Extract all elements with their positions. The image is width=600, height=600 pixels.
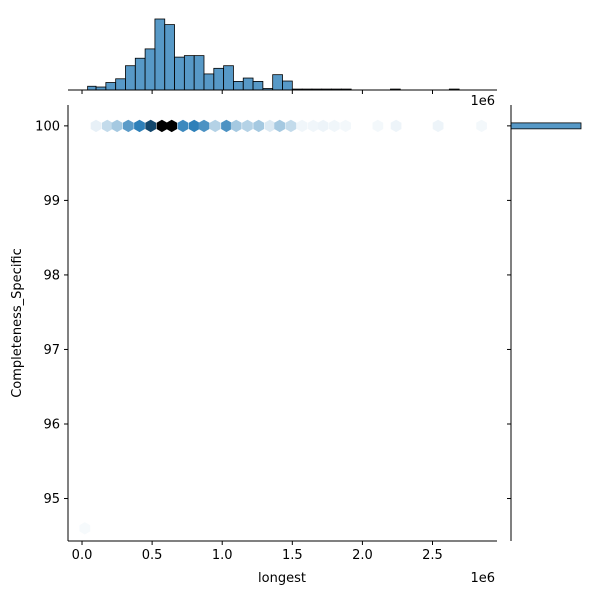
hexbin-cell	[476, 119, 487, 133]
hexbin-cell	[329, 119, 340, 133]
y-tick-label: 100	[35, 119, 60, 134]
hexbin-cell	[177, 119, 189, 133]
top-histogram-bar	[252, 81, 264, 91]
top-histogram-bar	[134, 57, 146, 91]
hexbin-cell	[79, 522, 91, 535]
hexbin-cell	[264, 119, 276, 133]
right-histogram-bars	[510, 122, 582, 130]
hexbin-cell	[198, 119, 210, 133]
y-axis-ticks: 95 96 97 98 99 100	[35, 119, 68, 507]
top-histogram-bar	[203, 73, 215, 91]
x-axis-ticks: 0.0 0.5 1.0 1.5 2.0 2.5	[72, 541, 443, 563]
hexbin-cell	[242, 119, 253, 133]
top-histogram-bar	[213, 67, 225, 91]
x-axis-label: longest	[258, 571, 306, 586]
y-tick-label: 97	[43, 343, 60, 358]
hexbin-cell	[90, 119, 102, 133]
hexbin-cell	[296, 119, 308, 133]
top-histogram-bar	[154, 18, 166, 91]
x-tick-label: 1.5	[282, 548, 303, 563]
hexbin-cell	[274, 119, 286, 133]
top-histogram-bar	[125, 65, 136, 91]
x-tick-label: 0.5	[142, 548, 163, 563]
hexbin-cell	[390, 119, 402, 133]
x-tick-label: 0.0	[72, 548, 93, 563]
hexbin-cell	[111, 119, 123, 133]
top-histogram-bar	[164, 24, 175, 91]
hexbin-cell	[101, 119, 113, 133]
hexbin-cell	[340, 119, 351, 133]
right-histogram-bar	[510, 122, 582, 130]
y-tick-label: 98	[43, 268, 60, 283]
hexbin-cell	[156, 119, 168, 133]
hexbin-cell	[432, 119, 444, 133]
top-histogram-bar	[233, 81, 244, 91]
hexbin-layer	[79, 119, 487, 535]
top-histogram-bar	[144, 48, 156, 91]
x-tick-label: 1.0	[212, 548, 233, 563]
top-histogram-bar	[174, 56, 185, 91]
top-histogram-bar	[223, 65, 234, 91]
top-histogram-bar	[87, 85, 97, 91]
hexbin-cell	[221, 119, 232, 133]
right-margin-ticks	[507, 125, 511, 500]
top-histogram-bar	[193, 55, 205, 91]
y-axis-label: Completeness_Specific	[10, 248, 25, 398]
hexbin-cell	[145, 119, 157, 133]
y-tick-label: 99	[43, 194, 60, 209]
hexbin-cell	[308, 119, 319, 133]
top-histogram-bar	[115, 78, 126, 91]
hexbin-cell	[285, 119, 297, 133]
x-tick-label: 2.5	[422, 548, 443, 563]
top-histogram-bar	[272, 74, 283, 91]
y-tick-label: 96	[43, 417, 60, 432]
top-margin-ticks	[81, 90, 434, 94]
top-marginal-histogram	[68, 18, 497, 94]
hexbin-cell	[317, 119, 329, 133]
top-histogram-bar	[183, 55, 195, 91]
x-tick-label: 2.0	[352, 548, 373, 563]
right-marginal-histogram	[507, 105, 582, 541]
y-tick-label: 95	[43, 492, 60, 507]
hexbin-cell	[372, 119, 384, 133]
hexbin-cell	[134, 119, 145, 133]
top-histogram-bar	[242, 77, 254, 91]
joint-plot: 0.0 0.5 1.0 1.5 2.0 2.5 95 96 97 98 99 100 longest…	[10, 94, 497, 586]
hexbin-cell	[209, 119, 221, 133]
hexbin-cell	[253, 119, 264, 133]
top-histogram-bar	[105, 82, 117, 91]
top-histogram-bars	[87, 18, 460, 91]
x-axis-offset-label: 1e6	[470, 571, 495, 586]
y-axis-offset-label: 1e6	[470, 94, 495, 109]
top-histogram-bar	[282, 80, 293, 91]
hexbin-cell	[166, 119, 178, 133]
hexbin-cell	[230, 119, 242, 133]
hexbin-cell	[122, 119, 134, 133]
hexbin-cell	[188, 119, 200, 133]
